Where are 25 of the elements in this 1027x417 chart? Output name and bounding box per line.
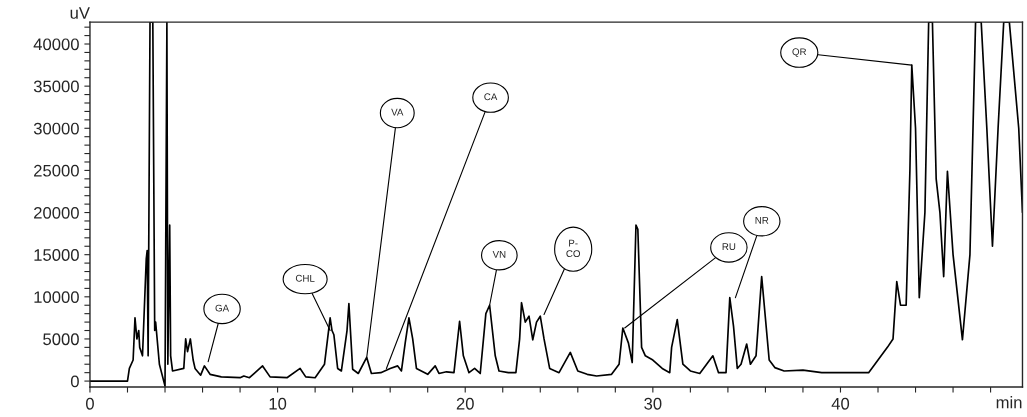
- annotation: P- CO: [566, 239, 581, 258]
- y-tick-label: 0: [70, 375, 79, 388]
- y-tick-label: 5000: [43, 333, 79, 346]
- annotation: VN: [492, 251, 506, 258]
- x-tick-label: 20: [456, 397, 474, 410]
- annotation: QR: [792, 48, 807, 57]
- annotation: GA: [215, 304, 230, 312]
- y-tick-label: 25000: [34, 164, 79, 177]
- y-tick-label: 15000: [34, 249, 79, 261]
- annotation: RU: [722, 243, 736, 251]
- annotation: VA: [391, 108, 404, 116]
- annotation: CA: [484, 93, 498, 101]
- y-axis-title: uV: [70, 7, 90, 19]
- x-axis-title: min: [996, 396, 1022, 409]
- x-tick-label: 30: [644, 397, 662, 410]
- x-tick-label: 10: [269, 397, 287, 410]
- y-tick-label: 30000: [33, 122, 79, 135]
- y-tick-label: 20000: [34, 206, 79, 219]
- y-tick-label: 40000: [33, 38, 79, 51]
- y-tick-label: 10000: [34, 291, 79, 304]
- y-tick-label: 35000: [33, 80, 79, 93]
- annotation: CHL: [295, 274, 315, 282]
- x-tick-label: 40: [831, 397, 850, 410]
- x-tick-label: 0: [85, 397, 94, 410]
- annotation: NR: [755, 217, 769, 224]
